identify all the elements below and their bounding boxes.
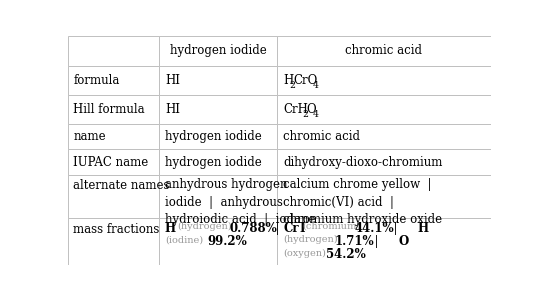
Bar: [159, 95, 277, 124]
Text: hydrogen iodide: hydrogen iodide: [165, 156, 262, 169]
Bar: [277, 149, 490, 175]
Bar: [159, 218, 277, 265]
Text: (hydrogen): (hydrogen): [283, 235, 338, 244]
Text: IUPAC name: IUPAC name: [73, 156, 148, 169]
Text: O: O: [306, 103, 316, 116]
Bar: [68, 95, 159, 124]
Text: chromic acid: chromic acid: [283, 130, 360, 143]
Bar: [68, 149, 159, 175]
Text: H: H: [165, 222, 176, 235]
Text: HI: HI: [165, 74, 180, 87]
Text: CrO: CrO: [294, 74, 318, 87]
Text: 0.788%: 0.788%: [229, 222, 277, 235]
Text: hydrogen iodide: hydrogen iodide: [169, 44, 267, 58]
Text: 4: 4: [312, 110, 319, 119]
Text: CrH: CrH: [283, 103, 308, 116]
Bar: [68, 218, 159, 265]
Bar: [68, 66, 159, 95]
Bar: [277, 175, 490, 218]
Text: (hydrogen): (hydrogen): [178, 222, 232, 231]
Text: HI: HI: [165, 103, 180, 116]
Text: |: |: [367, 235, 386, 248]
Text: H: H: [283, 74, 293, 87]
Bar: [68, 175, 159, 218]
Text: |: |: [386, 222, 405, 235]
Bar: [159, 124, 277, 149]
Text: Cr: Cr: [283, 222, 299, 235]
Text: calcium chrome yellow  |
chromic(VI) acid  |
chromium hydroxide oxide: calcium chrome yellow | chromic(VI) acid…: [283, 178, 442, 226]
Text: 2: 2: [289, 81, 295, 90]
Bar: [159, 175, 277, 218]
Text: hydrogen iodide: hydrogen iodide: [165, 130, 262, 143]
Text: (oxygen): (oxygen): [283, 249, 326, 257]
Text: 44.1%: 44.1%: [354, 222, 393, 235]
Text: 4: 4: [312, 81, 319, 90]
Bar: [159, 66, 277, 95]
Text: mass fractions: mass fractions: [73, 223, 160, 235]
Bar: [277, 95, 490, 124]
Text: anhydrous hydrogen
iodide  |  anhydrous
hydroiodic acid  |  iodane: anhydrous hydrogen iodide | anhydrous hy…: [165, 178, 316, 226]
Text: I: I: [299, 222, 305, 235]
Text: 99.2%: 99.2%: [208, 235, 247, 248]
Bar: [159, 149, 277, 175]
Bar: [68, 124, 159, 149]
Text: formula: formula: [73, 74, 119, 87]
Text: O: O: [398, 235, 409, 248]
Bar: [277, 36, 490, 66]
Text: H: H: [417, 222, 428, 235]
Text: chromic acid: chromic acid: [346, 44, 422, 58]
Text: (chromium): (chromium): [302, 222, 360, 231]
Bar: [68, 36, 159, 66]
Text: 1.71%: 1.71%: [335, 235, 374, 248]
Text: 2: 2: [302, 110, 308, 119]
Text: |: |: [268, 222, 287, 235]
Bar: [277, 66, 490, 95]
Text: (iodine): (iodine): [165, 235, 203, 244]
Bar: [277, 124, 490, 149]
Bar: [159, 36, 277, 66]
Bar: [277, 218, 490, 265]
Text: name: name: [73, 130, 106, 143]
Text: dihydroxy-dioxo-chromium: dihydroxy-dioxo-chromium: [283, 156, 443, 169]
Text: 54.2%: 54.2%: [326, 249, 366, 261]
Text: alternate names: alternate names: [73, 179, 169, 192]
Text: Hill formula: Hill formula: [73, 103, 145, 116]
